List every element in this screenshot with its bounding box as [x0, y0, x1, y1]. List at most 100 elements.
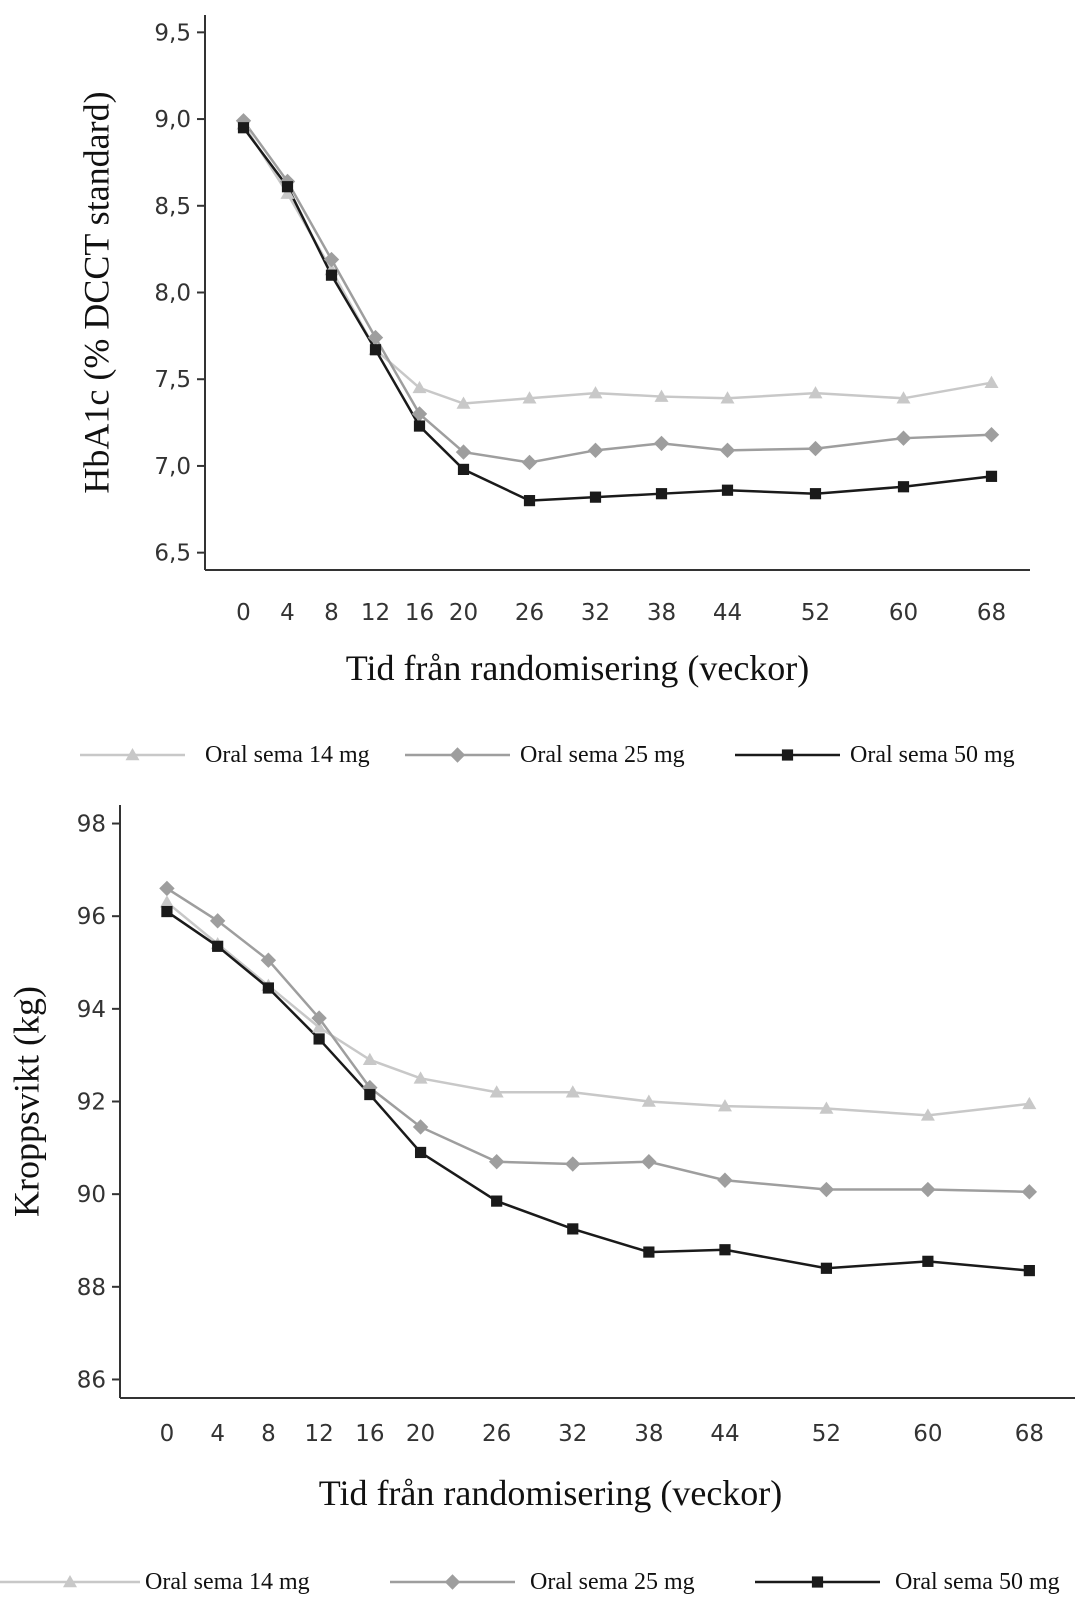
x-tick-label: 52: [801, 600, 830, 626]
data-point: [159, 880, 175, 897]
data-point: [413, 1071, 428, 1084]
data-point: [809, 488, 822, 500]
y-axis-title: HbA1c (% DCCT standard): [76, 91, 116, 493]
data-point: [587, 442, 604, 459]
series-line: [166, 910, 1030, 1272]
x-tick-label: 68: [1015, 1421, 1044, 1447]
series-line: [242, 123, 992, 405]
x-tick-label: 44: [713, 600, 742, 626]
y-tick-label: 6,5: [154, 541, 191, 567]
data-point: [457, 463, 470, 476]
data-point: [313, 1033, 325, 1045]
data-point: [641, 1094, 656, 1107]
data-point: [897, 481, 910, 493]
series-line: [242, 126, 992, 502]
data-point: [588, 386, 603, 399]
legend-label: Oral sema 25 mg: [520, 742, 685, 768]
data-point: [212, 940, 224, 952]
x-tick-label: 4: [210, 1421, 225, 1447]
y-tick-label: 9,0: [154, 107, 191, 133]
legend-marker: [781, 749, 794, 761]
legend-marker: [63, 1575, 77, 1588]
data-point: [364, 1088, 376, 1101]
y-tick-label: 94: [77, 997, 106, 1023]
data-point: [655, 488, 668, 500]
y-tick-label: 96: [77, 904, 106, 930]
legend-label: Oral sema 50 mg: [850, 742, 1015, 768]
legend-marker: [449, 747, 466, 763]
data-point: [565, 1156, 581, 1172]
data-point: [920, 1108, 935, 1121]
data-point: [523, 495, 536, 507]
legend-label: Oral sema 14 mg: [145, 1569, 310, 1595]
x-tick-label: 60: [889, 600, 918, 626]
x-tick-label: 60: [913, 1421, 942, 1447]
y-tick-label: 8,0: [154, 281, 191, 307]
x-tick-label: 20: [449, 600, 478, 626]
data-point: [311, 1010, 327, 1026]
y-tick-label: 9,5: [154, 20, 191, 46]
series-line: [166, 887, 1030, 1194]
x-axis-title: Tid från randomisering (veckor): [319, 1473, 783, 1513]
data-point: [412, 380, 427, 394]
data-point: [984, 375, 999, 388]
data-point: [260, 952, 277, 968]
x-tick-label: 38: [647, 600, 676, 626]
y-tick-label: 86: [77, 1367, 106, 1393]
series-line: [242, 120, 992, 464]
data-point: [522, 391, 537, 404]
data-point: [161, 905, 173, 918]
data-point: [414, 1146, 427, 1159]
series-line: [166, 901, 1030, 1117]
data-point: [819, 1101, 834, 1114]
data-point: [456, 396, 471, 409]
data-point: [808, 386, 823, 399]
y-tick-label: 7,5: [154, 367, 191, 393]
y-axis-title: Kroppsvikt (kg): [6, 986, 46, 1217]
x-tick-label: 20: [406, 1421, 435, 1447]
x-tick-label: 16: [405, 600, 434, 626]
data-point: [491, 1195, 503, 1207]
x-tick-label: 32: [558, 1421, 587, 1447]
data-point: [896, 391, 911, 404]
data-point: [807, 440, 824, 457]
data-point: [281, 181, 294, 193]
legend-marker: [811, 1576, 824, 1588]
data-point: [985, 470, 998, 482]
data-point: [235, 113, 252, 129]
data-point: [719, 442, 736, 459]
data-point: [280, 186, 295, 199]
x-tick-label: 52: [812, 1421, 841, 1447]
data-point: [237, 122, 250, 134]
data-point: [654, 389, 669, 402]
x-tick-label: 8: [261, 1421, 276, 1447]
data-point: [1021, 1184, 1038, 1200]
x-tick-label: 0: [236, 600, 251, 626]
data-point: [369, 344, 382, 356]
y-tick-label: 92: [77, 1090, 106, 1116]
x-tick-label: 0: [160, 1421, 175, 1447]
data-point: [325, 269, 338, 281]
data-point: [895, 430, 912, 446]
data-point: [312, 1020, 327, 1033]
data-point: [920, 1181, 936, 1198]
data-point: [565, 1085, 580, 1098]
data-point: [323, 251, 340, 268]
data-point: [362, 1052, 377, 1066]
data-point: [262, 982, 274, 994]
y-tick-label: 8,5: [154, 194, 191, 220]
y-tick-label: 90: [77, 1182, 106, 1208]
data-point: [820, 1262, 833, 1274]
data-point: [643, 1246, 655, 1258]
data-point: [589, 491, 602, 503]
x-tick-label: 38: [634, 1421, 663, 1447]
data-point: [567, 1223, 579, 1235]
data-point: [209, 913, 226, 929]
legend-marker: [125, 748, 140, 761]
x-tick-label: 26: [515, 600, 544, 626]
data-point: [922, 1255, 934, 1267]
legend-label: Oral sema 14 mg: [205, 742, 370, 768]
x-axis-title: Tid från randomisering (veckor): [346, 648, 810, 688]
data-point: [653, 435, 670, 452]
